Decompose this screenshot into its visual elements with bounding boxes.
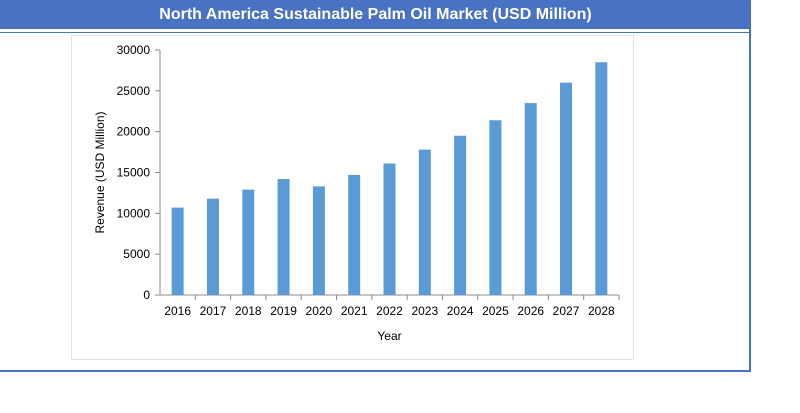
bar	[206, 198, 219, 295]
bar	[171, 207, 184, 295]
bar	[595, 62, 608, 295]
x-tick-label: 2023	[411, 304, 438, 318]
bar	[383, 163, 396, 295]
bar	[312, 186, 325, 295]
x-tick-label: 2027	[553, 304, 580, 318]
x-tick-label: 2017	[200, 304, 227, 318]
y-axis-title: Revenue (USD Million)	[93, 111, 107, 233]
y-tick-label: 0	[143, 288, 150, 302]
y-tick-label: 5000	[123, 247, 150, 261]
y-tick-label: 20000	[117, 125, 151, 139]
x-tick-label: 2021	[341, 304, 368, 318]
y-tick-label: 25000	[117, 84, 151, 98]
bar-chart: 0 5000 10000 15000 20000 25000 30000 2016 2017 20…	[93, 43, 620, 343]
title-divider	[0, 32, 751, 33]
chart-area: 0 5000 10000 15000 20000 25000 30000 2016 2017 20…	[71, 35, 634, 360]
chart-frame	[0, 0, 751, 372]
y-tick-label: 10000	[117, 206, 151, 220]
bar	[454, 135, 467, 295]
x-tick-label: 2026	[517, 304, 544, 318]
x-axis-title: Year	[377, 329, 401, 343]
bar	[277, 179, 290, 295]
bar	[242, 189, 255, 295]
bar	[348, 174, 361, 295]
y-tick-label: 30000	[117, 43, 151, 57]
x-tick-label: 2016	[164, 304, 191, 318]
y-tick-label: 15000	[117, 166, 151, 180]
x-tick-label: 2020	[306, 304, 333, 318]
bar	[418, 149, 431, 295]
x-tick-label: 2028	[588, 304, 615, 318]
x-tick-label: 2025	[482, 304, 509, 318]
bar	[489, 120, 502, 295]
x-tick-label: 2019	[270, 304, 297, 318]
bar	[524, 103, 537, 295]
x-tick-label: 2022	[376, 304, 403, 318]
chart-title: North America Sustainable Palm Oil Marke…	[0, 0, 751, 29]
bar	[560, 82, 573, 295]
x-tick-label: 2024	[447, 304, 474, 318]
x-tick-label: 2018	[235, 304, 262, 318]
